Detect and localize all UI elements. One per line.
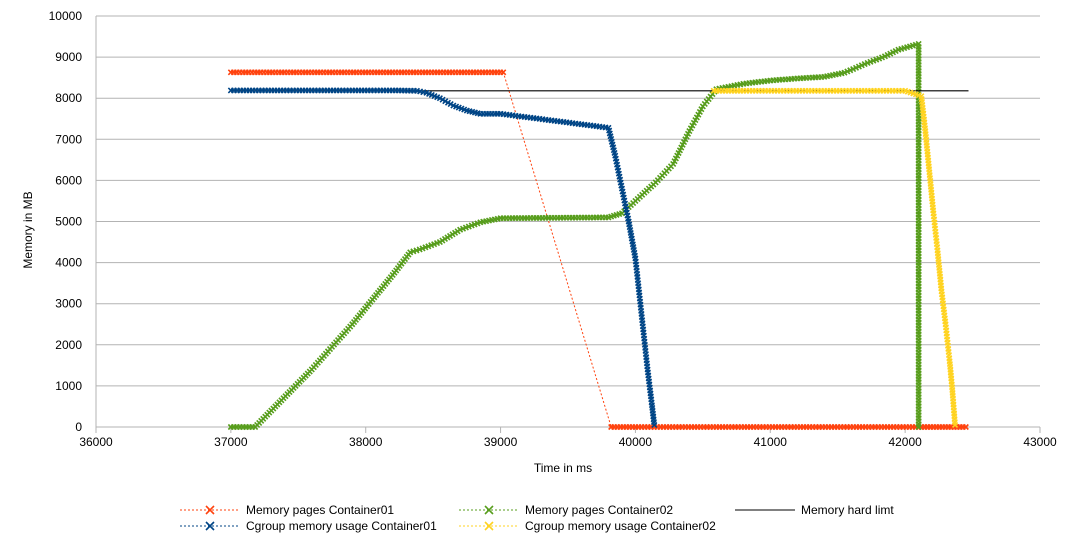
legend-label: Memory hard limt xyxy=(801,503,894,517)
data-point xyxy=(651,421,658,429)
legend-swatch-marker xyxy=(205,505,215,515)
x-tick-labels: 36000 37000 38000 39000 40000 41000 42000 43000 xyxy=(79,435,1057,449)
legend-item: Memory pages Container01 xyxy=(180,503,394,517)
data-point xyxy=(962,423,969,431)
y-tick-label: 6000 xyxy=(55,173,82,187)
series-0 xyxy=(227,69,969,431)
data-point xyxy=(951,421,959,429)
series-layer xyxy=(227,40,969,431)
y-tick-label: 10000 xyxy=(49,9,83,23)
y-axis-title: Memory in MB xyxy=(21,191,35,268)
legend: Memory pages Container01 Memory pages Con… xyxy=(180,503,894,533)
y-tick-label: 2000 xyxy=(55,338,82,352)
legend-item: Memory pages Container02 xyxy=(459,503,673,517)
series-line xyxy=(230,89,655,425)
y-tick-label: 7000 xyxy=(55,132,82,146)
legend-swatch-marker xyxy=(484,505,494,515)
x-tick-label: 42000 xyxy=(888,435,922,449)
x-tick-label: 43000 xyxy=(1023,435,1057,449)
y-tick-label: 8000 xyxy=(55,91,82,105)
x-tick-label: 37000 xyxy=(214,435,248,449)
x-tick-label: 39000 xyxy=(484,435,518,449)
series-3 xyxy=(227,87,658,429)
y-tick-label: 1000 xyxy=(55,379,82,393)
legend-item: Cgroup memory usage Container01 xyxy=(180,519,437,533)
legend-label: Cgroup memory usage Container02 xyxy=(525,519,716,533)
legend-label: Cgroup memory usage Container01 xyxy=(246,519,437,533)
legend-item: Memory hard limt xyxy=(735,503,894,517)
series-4 xyxy=(710,87,959,429)
y-tick-label: 9000 xyxy=(55,50,82,64)
x-axis-title: Time in ms xyxy=(534,461,592,475)
data-point xyxy=(500,69,507,76)
y-tick-labels: 0 1000 2000 3000 4000 5000 6000 7000 8000 9000 100… xyxy=(49,9,83,434)
series-line xyxy=(230,43,920,428)
series-1 xyxy=(227,40,922,431)
x-tick-label: 38000 xyxy=(349,435,383,449)
legend-label: Memory pages Container02 xyxy=(525,503,673,517)
y-tick-label: 5000 xyxy=(55,215,82,229)
x-tick-label: 40000 xyxy=(619,435,653,449)
legend-item: Cgroup memory usage Container02 xyxy=(459,519,716,533)
y-tick-label: 4000 xyxy=(55,256,82,270)
x-tick-label: 36000 xyxy=(79,435,113,449)
legend-swatch-marker xyxy=(205,521,215,531)
grid-lines xyxy=(95,15,1041,433)
data-point xyxy=(915,423,922,431)
legend-swatch-marker xyxy=(484,521,494,531)
y-tick-label: 3000 xyxy=(55,297,82,311)
y-tick-label: 0 xyxy=(75,420,82,434)
legend-label: Memory pages Container01 xyxy=(246,503,394,517)
x-tick-label: 41000 xyxy=(754,435,788,449)
